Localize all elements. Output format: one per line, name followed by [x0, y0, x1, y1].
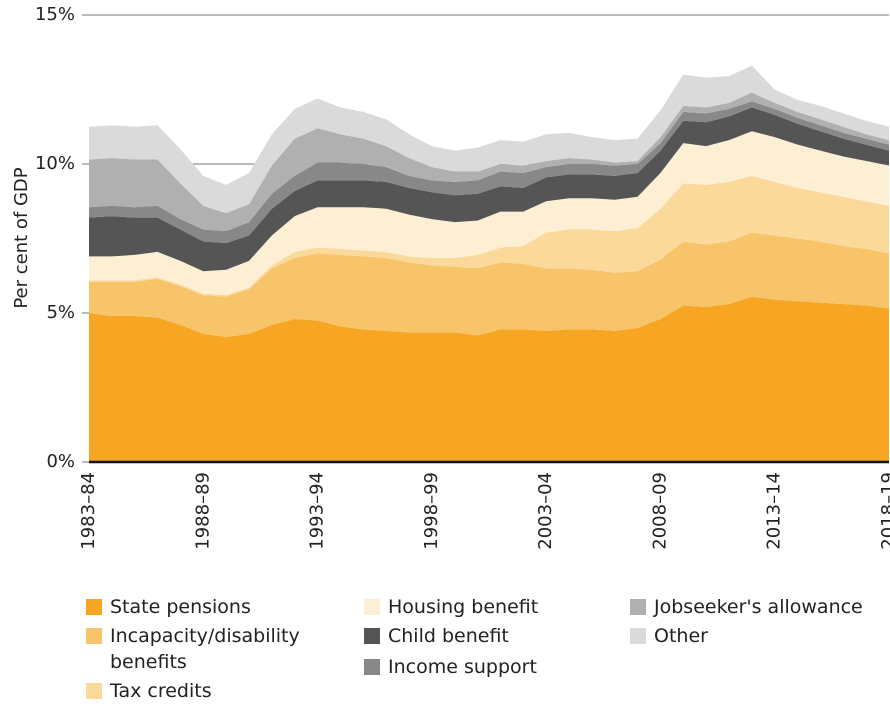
legend-label: Tax credits: [110, 680, 212, 702]
x-tick-label: 1988–89: [192, 472, 213, 550]
legend-swatch: [364, 659, 380, 675]
x-tick-label: 2008–09: [649, 472, 670, 550]
legend-item: Tax credits: [86, 678, 336, 704]
chart: Per cent of GDP 0% 5% 10% 15% 1983–84 1988–89…: [11, 4, 890, 550]
y-tick-label: 0%: [46, 451, 75, 472]
legend-label: State pensions: [110, 596, 251, 618]
area: [89, 131, 889, 296]
x-tick-label: 1998–99: [421, 472, 442, 550]
legend-label: Incapacity/disability benefits: [110, 625, 300, 673]
x-tick-label: 1993–94: [307, 472, 328, 550]
x-tick-label: 2018–19: [878, 472, 890, 550]
x-tick-label: 2003–04: [535, 472, 556, 550]
legend-swatch: [86, 628, 102, 644]
x-tick-label: 1983–84: [78, 472, 99, 550]
legend-label: Other: [654, 625, 708, 647]
legend-item: Jobseeker's allowance: [630, 594, 880, 620]
y-tick-label: 5%: [46, 302, 75, 323]
legend-swatch: [364, 599, 380, 615]
legend-item: Incapacity/disability benefits: [86, 623, 336, 675]
area: [89, 107, 889, 272]
legend-item: Income support: [364, 654, 614, 680]
legend-swatch: [630, 599, 646, 615]
legend-label: Income support: [388, 656, 537, 678]
legend-label: Housing benefit: [388, 596, 539, 618]
x-tick-label: 2013–14: [764, 472, 785, 550]
y-axis-title: Per cent of GDP: [11, 167, 32, 308]
area: [89, 175, 889, 297]
legend-swatch: [630, 628, 646, 644]
legend-item: Child benefit: [364, 623, 614, 649]
y-tick-label: 15%: [35, 4, 75, 25]
area: [89, 296, 889, 462]
legend-swatch: [86, 683, 102, 699]
legend-label: Child benefit: [388, 625, 509, 647]
legend-swatch: [86, 599, 102, 615]
legend-item: Other: [630, 623, 880, 649]
legend-item: State pensions: [86, 594, 336, 620]
y-tick-label: 10%: [35, 153, 75, 174]
legend-swatch: [364, 628, 380, 644]
legend-item: Housing benefit: [364, 594, 614, 620]
area: [89, 65, 889, 214]
area: [89, 232, 889, 337]
legend-label: Jobseeker's allowance: [654, 596, 863, 618]
